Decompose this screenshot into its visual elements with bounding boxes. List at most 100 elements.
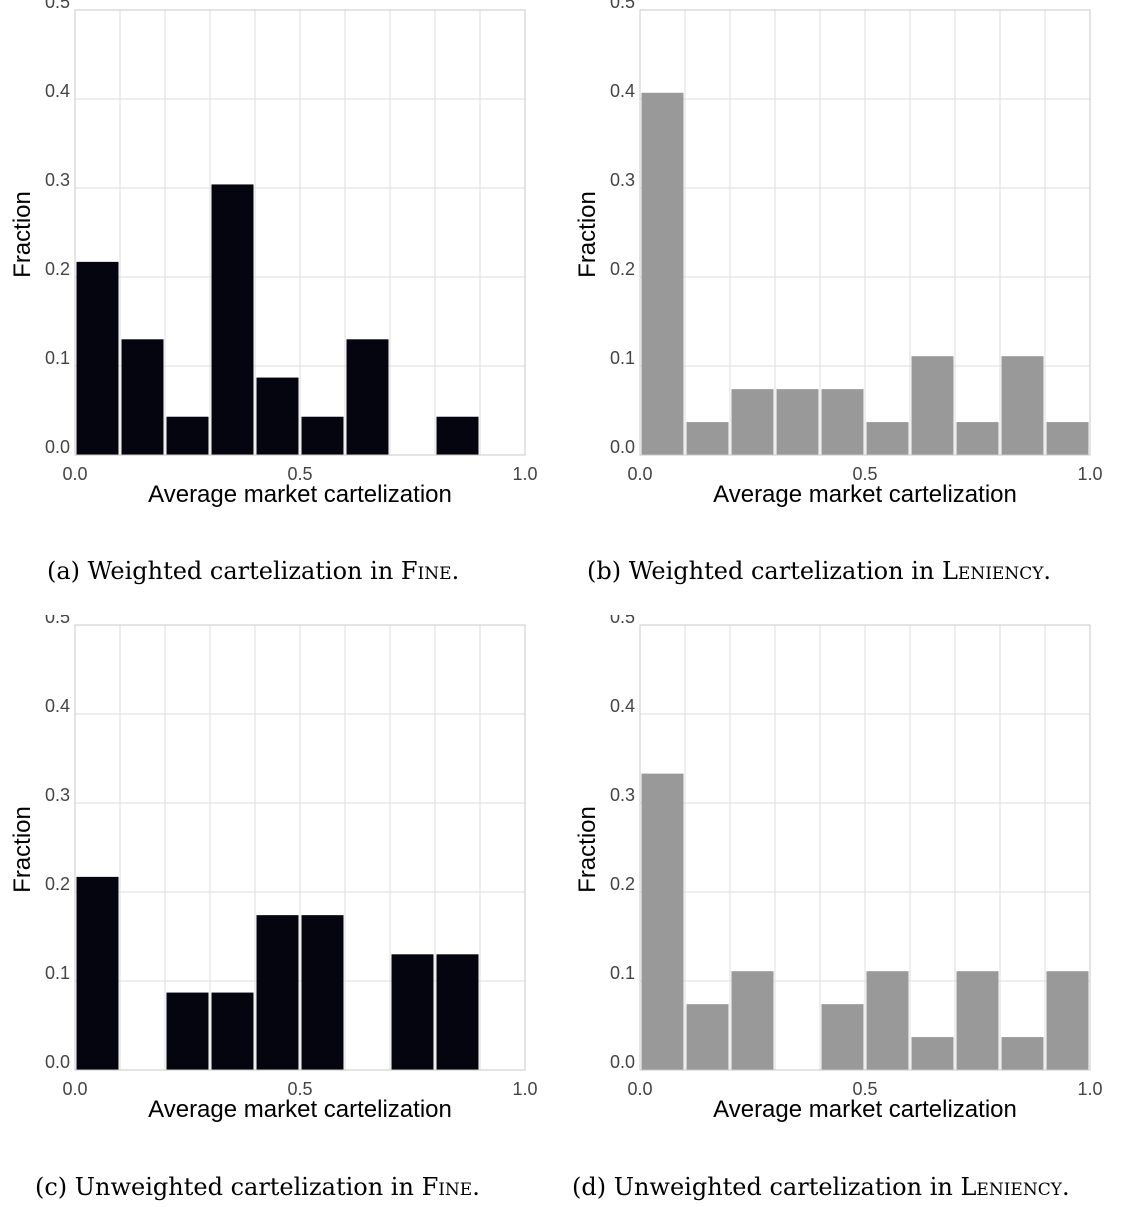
chart-d-xtick-label: 1.0 — [1077, 1079, 1102, 1099]
caption-b-suffix: . — [1043, 557, 1052, 585]
chart-b-xtick-label: 0.0 — [627, 464, 652, 484]
chart-a-xtick-label: 0.0 — [62, 464, 87, 484]
chart-a-ylabel: Fraction — [9, 191, 36, 278]
chart-b-ytick-label: 0.5 — [610, 0, 635, 12]
chart-c-xlabel: Average market cartelization — [148, 1096, 452, 1123]
chart-a-xlabel: Average market cartelization — [148, 481, 452, 508]
chart-b-bar-2 — [731, 389, 774, 455]
caption-a-suffix: . — [451, 557, 460, 585]
chart-b-ytick-label: 0.0 — [610, 437, 635, 457]
chart-d-ylabel: Fraction — [574, 806, 601, 893]
chart-a-bar-0 — [76, 261, 119, 455]
chart-d-bar-1 — [686, 1004, 729, 1070]
chart-b-ytick-label: 0.3 — [610, 170, 635, 190]
histogram-panel-b: 0.0 0.1 0.2 0.3 0.4 0.5 0.0 0.5 1.0 Average marke… — [574, 0, 1103, 508]
chart-b-bar-0 — [641, 92, 684, 456]
chart-d-ytick-label: 0.4 — [610, 696, 635, 716]
chart-d-ytick-label: 0.3 — [610, 785, 635, 805]
chart-b-bar-1 — [686, 422, 729, 455]
chart-b-ytick-label: 0.4 — [610, 81, 635, 101]
chart-a-xtick-label: 0.5 — [287, 464, 312, 484]
chart-a-bar-2 — [166, 416, 209, 455]
chart-a-xtick-label: 1.0 — [512, 464, 537, 484]
chart-b-ytick-label: 0.2 — [610, 259, 635, 279]
chart-d-bar-7 — [956, 971, 999, 1070]
chart-a-bar-6 — [346, 339, 389, 455]
caption-b: (b) Weighted cartelization in Leniency. — [587, 557, 1051, 585]
histogram-panel-c: 0.0 0.1 0.2 0.3 0.4 0.5 0.0 0.5 1.0 Average marke… — [9, 615, 538, 1123]
chart-b-bar-5 — [866, 422, 909, 455]
chart-c-bar-8 — [436, 954, 479, 1070]
caption-b-prefix: (b) Weighted cartelization in — [587, 557, 942, 585]
chart-c-ytick-label: 0.2 — [45, 874, 70, 894]
chart-a-bar-1 — [121, 339, 164, 455]
caption-c-treatment: Fine — [421, 1173, 473, 1201]
chart-d-bar-2 — [731, 971, 774, 1070]
chart-c-ylabel: Fraction — [9, 806, 36, 893]
chart-a-ytick-label: 0.0 — [45, 437, 70, 457]
chart-c-ytick-label: 0.1 — [45, 963, 70, 983]
chart-b-bar-3 — [776, 389, 819, 455]
chart-c-bar-3 — [211, 992, 254, 1070]
chart-c-ytick-label: 0.0 — [45, 1052, 70, 1072]
chart-c-ytick-label: 0.4 — [45, 696, 70, 716]
caption-d: (d) Unweighted cartelization in Leniency… — [572, 1173, 1070, 1201]
chart-c-bar-5 — [301, 915, 344, 1070]
chart-a-bar-3 — [211, 184, 254, 455]
chart-b-ylabel: Fraction — [574, 191, 601, 278]
chart-d-frame — [639, 624, 1091, 1071]
chart-d-bar-5 — [866, 971, 909, 1070]
chart-d-ytick-label: 0.5 — [610, 615, 635, 627]
caption-d-treatment: Leniency — [960, 1173, 1062, 1201]
chart-b-frame — [639, 9, 1091, 456]
chart-a-bar-5 — [301, 416, 344, 455]
chart-c-ytick-label: 0.3 — [45, 785, 70, 805]
caption-d-suffix: . — [1061, 1173, 1070, 1201]
caption-c-suffix: . — [472, 1173, 480, 1201]
chart-c-bar-4 — [256, 915, 299, 1070]
chart-a-ytick-label: 0.3 — [45, 170, 70, 190]
chart-c-ytick-label: 0.5 — [45, 615, 70, 627]
chart-d-bar-6 — [911, 1037, 954, 1070]
chart-c-xtick-label: 0.5 — [287, 1079, 312, 1099]
chart-d-bar-0 — [641, 773, 684, 1070]
chart-c-bar-2 — [166, 992, 209, 1070]
caption-c: (c) Unweighted cartelization in Fine. — [35, 1173, 480, 1201]
chart-b-xlabel: Average market cartelization — [713, 481, 1017, 508]
chart-a-bar-4 — [256, 377, 299, 455]
chart-d-ytick-label: 0.0 — [610, 1052, 635, 1072]
chart-d-bar-8 — [1001, 1037, 1044, 1070]
chart-d-xlabel: Average market cartelization — [713, 1096, 1017, 1123]
chart-c-bar-7 — [391, 954, 434, 1070]
chart-b-xtick-label: 0.5 — [852, 464, 877, 484]
caption-b-treatment: Leniency — [941, 557, 1044, 585]
chart-a-ytick-label: 0.1 — [45, 348, 70, 368]
chart-c-frame — [74, 624, 526, 1071]
chart-b-bar-8 — [1001, 356, 1044, 455]
chart-a-ytick-label: 0.2 — [45, 259, 70, 279]
chart-b-ytick-label: 0.1 — [610, 348, 635, 368]
chart-b-bar-9 — [1046, 422, 1089, 455]
chart-d-xtick-label: 0.0 — [627, 1079, 652, 1099]
chart-b-bar-7 — [956, 422, 999, 455]
chart-a-ytick-label: 0.4 — [45, 81, 70, 101]
caption-a-prefix: (a) Weighted cartelization in — [47, 557, 401, 585]
chart-b-bar-4 — [821, 389, 864, 455]
chart-a-bar-8 — [436, 416, 479, 455]
caption-c-prefix: (c) Unweighted cartelization in — [35, 1173, 422, 1201]
chart-a-frame — [74, 9, 526, 456]
chart-a-ytick-label: 0.5 — [45, 0, 70, 12]
chart-d-bar-4 — [821, 1004, 864, 1070]
caption-a: (a) Weighted cartelization in Fine. — [47, 557, 459, 585]
chart-d-bar-9 — [1046, 971, 1089, 1070]
histogram-panel-a: 0.0 0.1 0.2 0.3 0.4 0.5 0.0 0.5 1.0 Average marke… — [9, 0, 538, 508]
histogram-panel-d: 0.0 0.1 0.2 0.3 0.4 0.5 0.0 0.5 1.0 Average marke… — [574, 615, 1103, 1123]
chart-d-ytick-label: 0.2 — [610, 874, 635, 894]
chart-c-xtick-label: 0.0 — [62, 1079, 87, 1099]
chart-c-bar-0 — [76, 876, 119, 1070]
caption-d-prefix: (d) Unweighted cartelization in — [572, 1173, 961, 1201]
chart-b-bar-6 — [911, 356, 954, 455]
caption-a-treatment: Fine — [400, 557, 452, 585]
chart-c-xtick-label: 1.0 — [512, 1079, 537, 1099]
chart-b-xtick-label: 1.0 — [1077, 464, 1102, 484]
